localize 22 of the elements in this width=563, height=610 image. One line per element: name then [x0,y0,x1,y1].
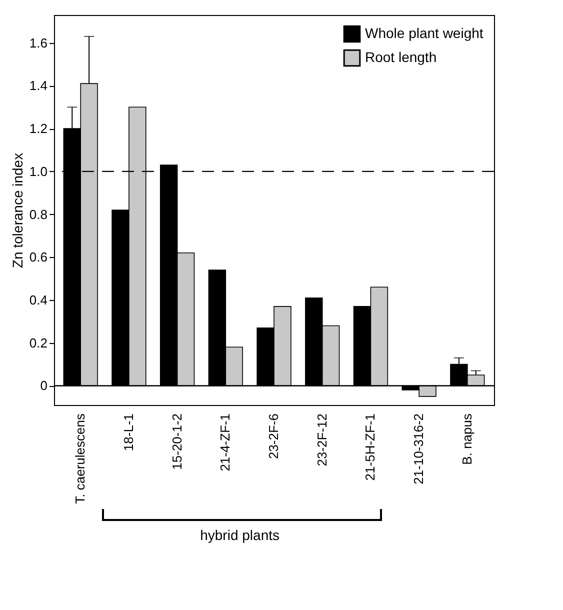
text: hybrid plants [199,527,280,543]
legend-label: Root length [365,49,437,65]
y-tick-label: 1.2 [29,121,48,136]
x-tick-label: B. napus [459,413,474,465]
y-tick-label: 0 [40,378,48,394]
x-tick-label: 21-4-ZF-1 [218,414,233,472]
x-tick-label: 23-2F-6 [266,414,281,460]
x-tick-label: 18-L-1 [120,414,136,452]
x-tick-label: 21-5H-ZF-1 [362,414,378,481]
legend-label: Whole plant weight [365,25,484,41]
y-tick-label: 1.4 [29,78,48,94]
y-tick-label: 1.0 [29,164,48,179]
x-tick-label: 15-20-1-2 [169,414,184,470]
y-axis-title: Zn tolerance index [9,152,26,268]
x-tick-label: 23-2F-12 [314,414,330,466]
y-tick-label: 0.4 [29,292,48,308]
y-tick-label: 0.8 [29,206,48,222]
y-tick-label: 0.6 [29,250,48,265]
y-tick-label: 0.2 [29,335,48,350]
y-tick-label: 1.6 [29,35,48,50]
x-tick-label: 21-10-316-2 [411,414,426,484]
x-tick-label: T. caerulescens [72,413,88,504]
